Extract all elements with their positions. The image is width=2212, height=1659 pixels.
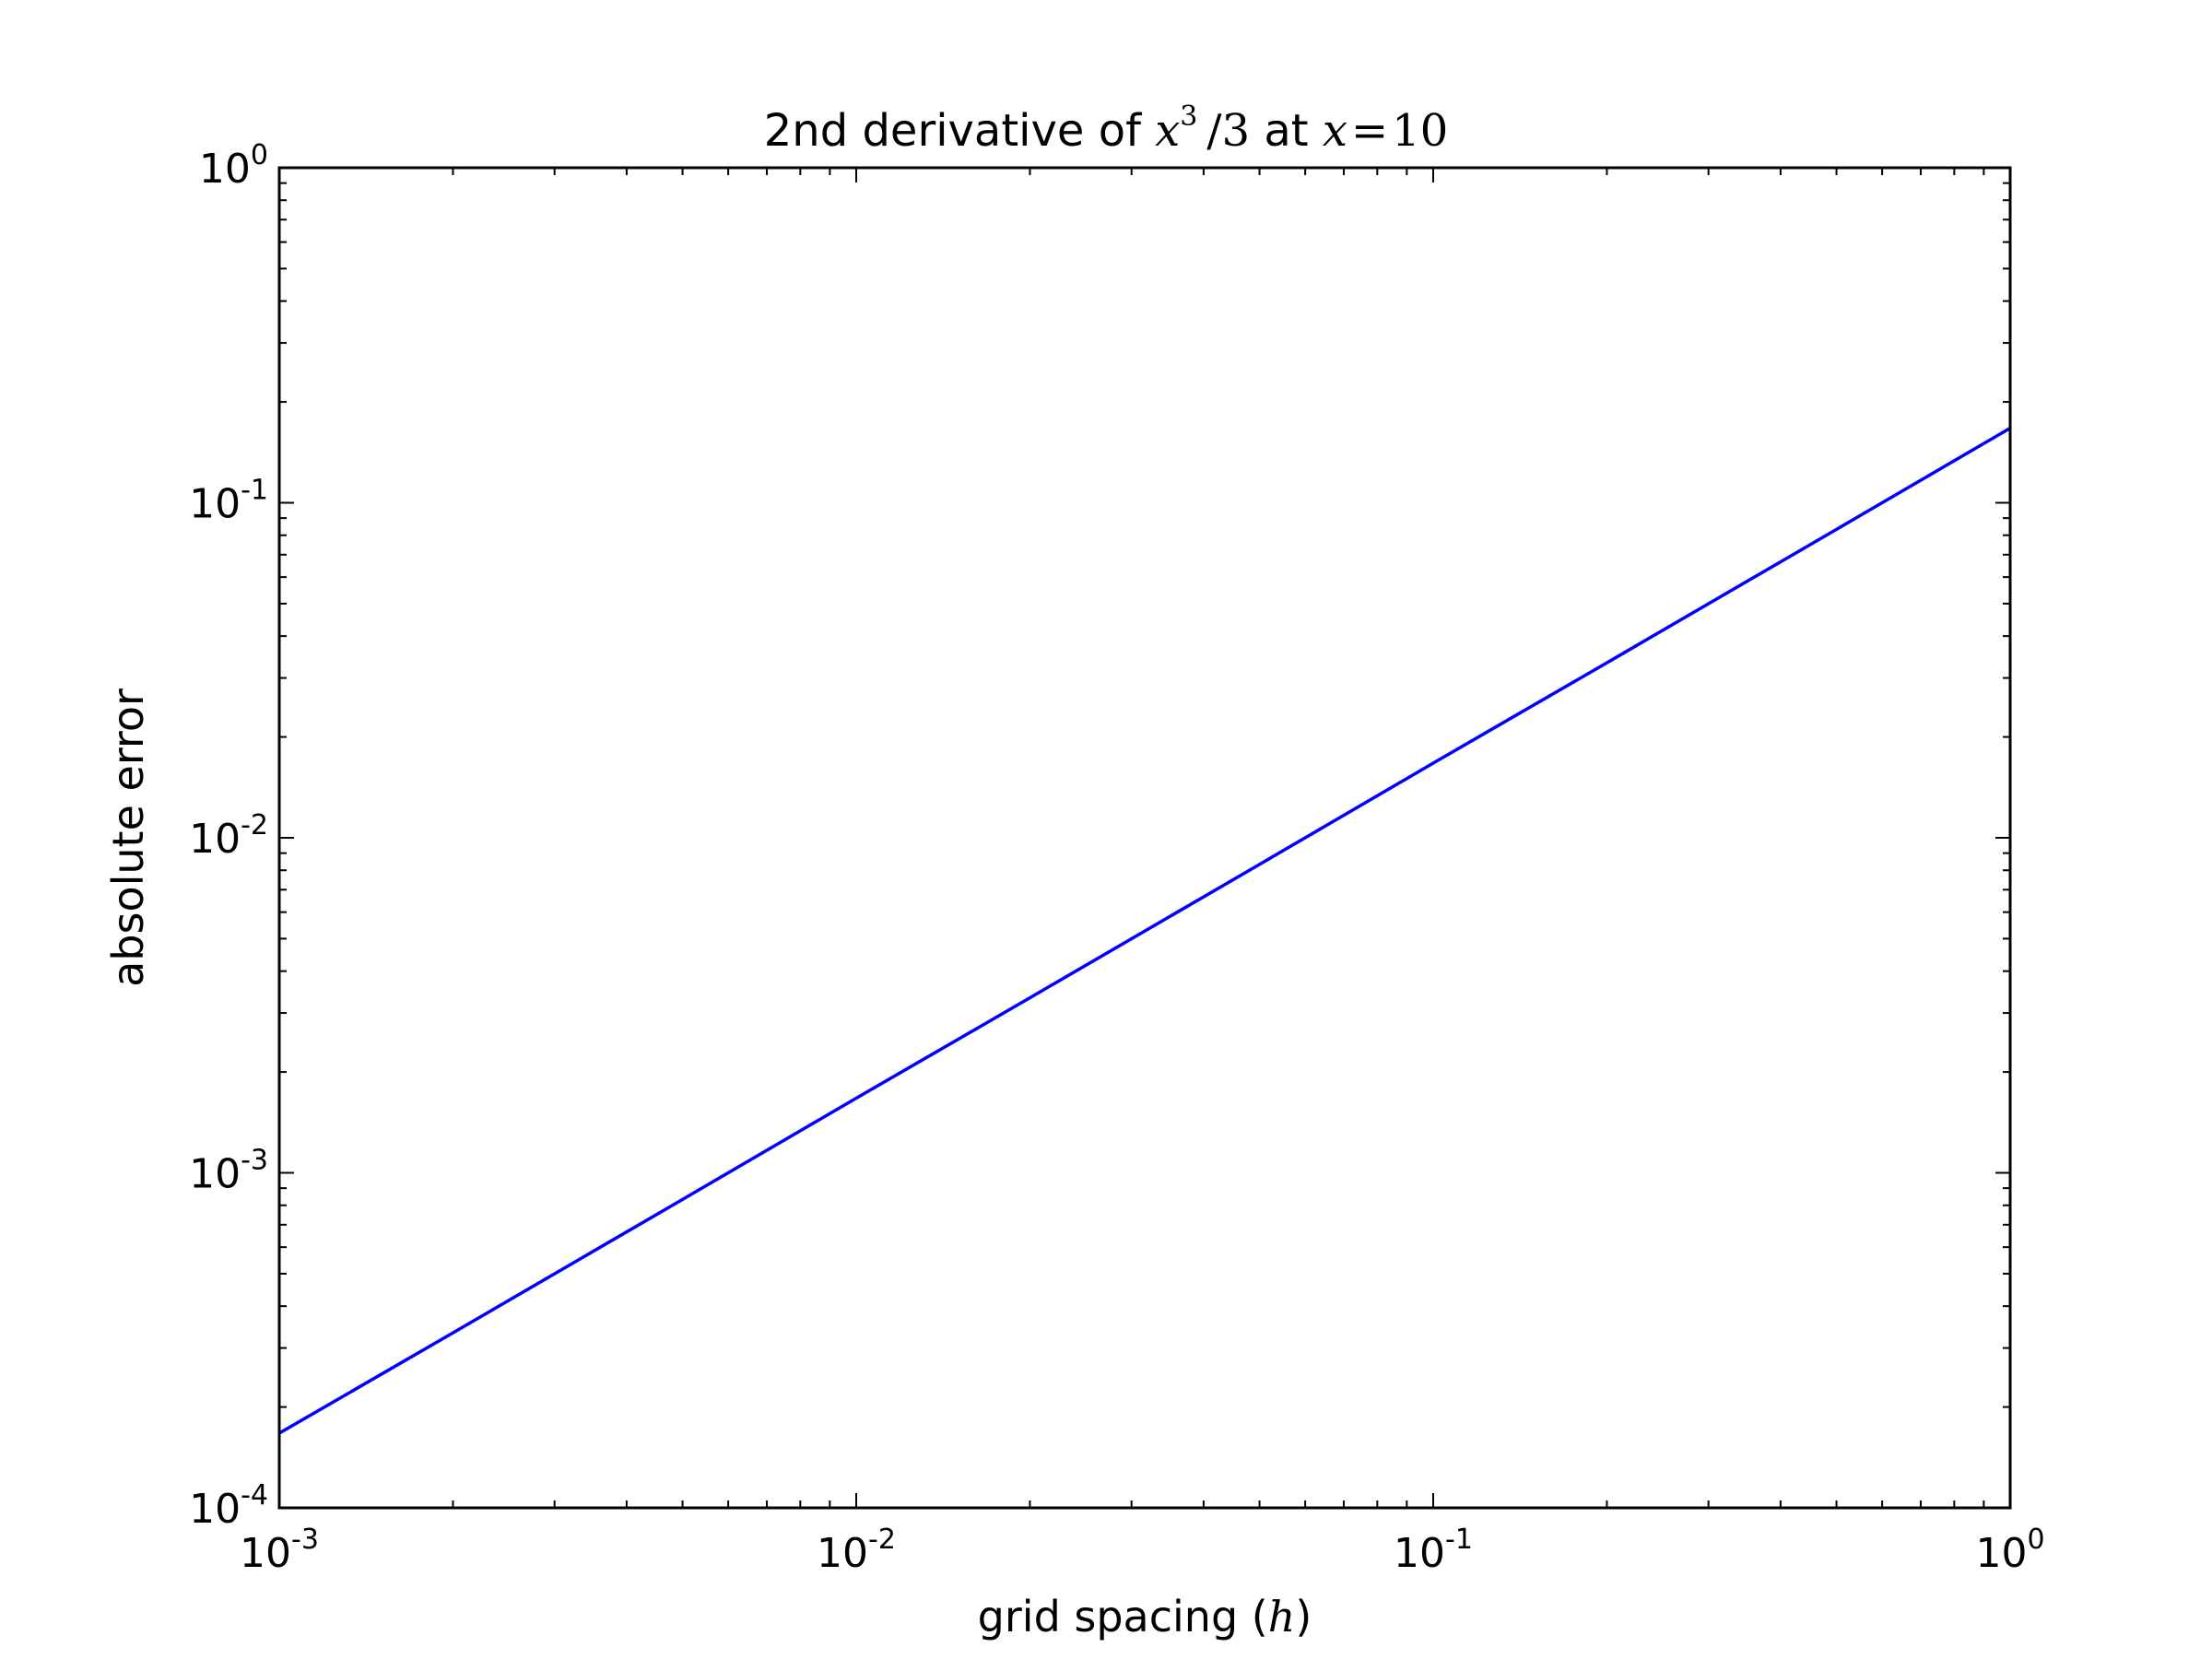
y-axis-label: absolute error (103, 688, 153, 987)
x-axis-label: grid spacing (h) (978, 1592, 1312, 1641)
x-tick-label: 10-1 (1394, 1524, 1473, 1577)
series-lines (278, 427, 2011, 1435)
y-tick-label: 100 (199, 139, 268, 193)
plot-frame (277, 166, 2012, 1510)
series-line (278, 427, 2011, 1435)
y-tick-label: 10-2 (189, 809, 268, 863)
y-tick-label: 10-3 (189, 1145, 268, 1198)
x-tick-label: 10-3 (240, 1524, 319, 1577)
x-tick-label: 10-2 (817, 1524, 896, 1577)
x-tick-label: 100 (1975, 1524, 2044, 1577)
chart-title: 2nd derivative of x3/3 at x=10 (764, 100, 1448, 157)
y-tick-label: 10-4 (189, 1479, 268, 1533)
plot-area (279, 168, 2010, 1508)
y-tick-label: 10-1 (189, 475, 268, 528)
